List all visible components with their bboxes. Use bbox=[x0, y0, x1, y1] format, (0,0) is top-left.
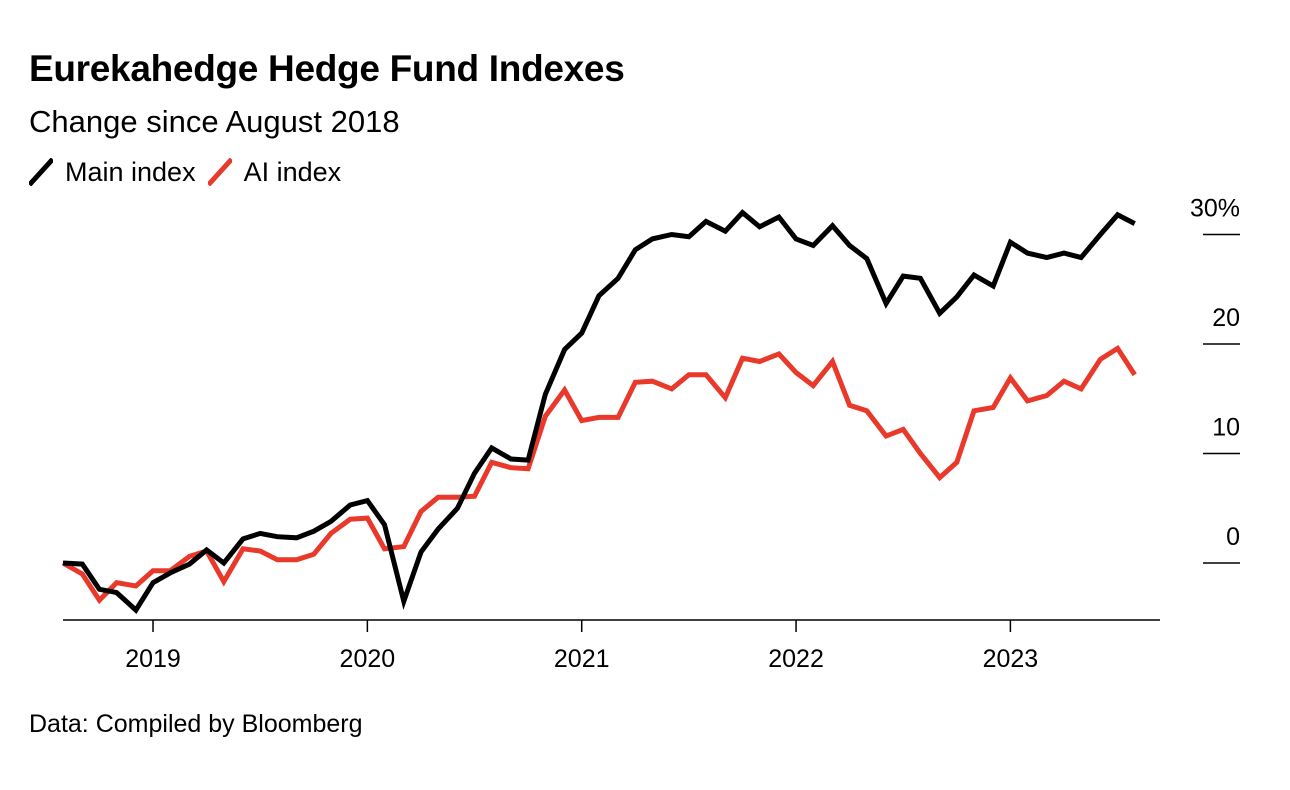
source-note: Data: Compiled by Bloomberg bbox=[29, 710, 363, 738]
axis-layer: 2019 2020 2021 2022 2023 30% 20 10 0 bbox=[63, 195, 1240, 673]
y-tick-label-30: 30% bbox=[1190, 195, 1240, 223]
series-line-main-index bbox=[62, 209, 1136, 614]
y-tick-label-0: 0 bbox=[1226, 523, 1240, 551]
y-tick-label-20: 20 bbox=[1212, 304, 1240, 332]
chart-subtitle: Change since August 2018 bbox=[29, 104, 400, 139]
legend-item-ai: AI index bbox=[207, 156, 342, 188]
series-line-ai-index bbox=[61, 344, 1137, 605]
chart-title: Eurekahedge Hedge Fund Indexes bbox=[29, 48, 625, 89]
legend-item-main: Main index bbox=[29, 157, 196, 188]
y-tick-label-10: 10 bbox=[1212, 414, 1240, 442]
legend-label-main: Main index bbox=[65, 156, 196, 187]
legend-swatch-ai bbox=[207, 158, 232, 186]
x-tick-label-2023: 2023 bbox=[983, 645, 1039, 673]
legend: Main index AI index bbox=[29, 156, 353, 188]
x-tick-label-2020: 2020 bbox=[340, 645, 396, 673]
x-tick-label-2019: 2019 bbox=[125, 645, 181, 673]
series-layer bbox=[61, 209, 1137, 614]
x-tick-label-2022: 2022 bbox=[768, 645, 824, 673]
legend-label-ai: AI index bbox=[243, 156, 342, 187]
x-tick-label-2021: 2021 bbox=[554, 645, 610, 673]
legend-swatch-main bbox=[29, 158, 53, 186]
